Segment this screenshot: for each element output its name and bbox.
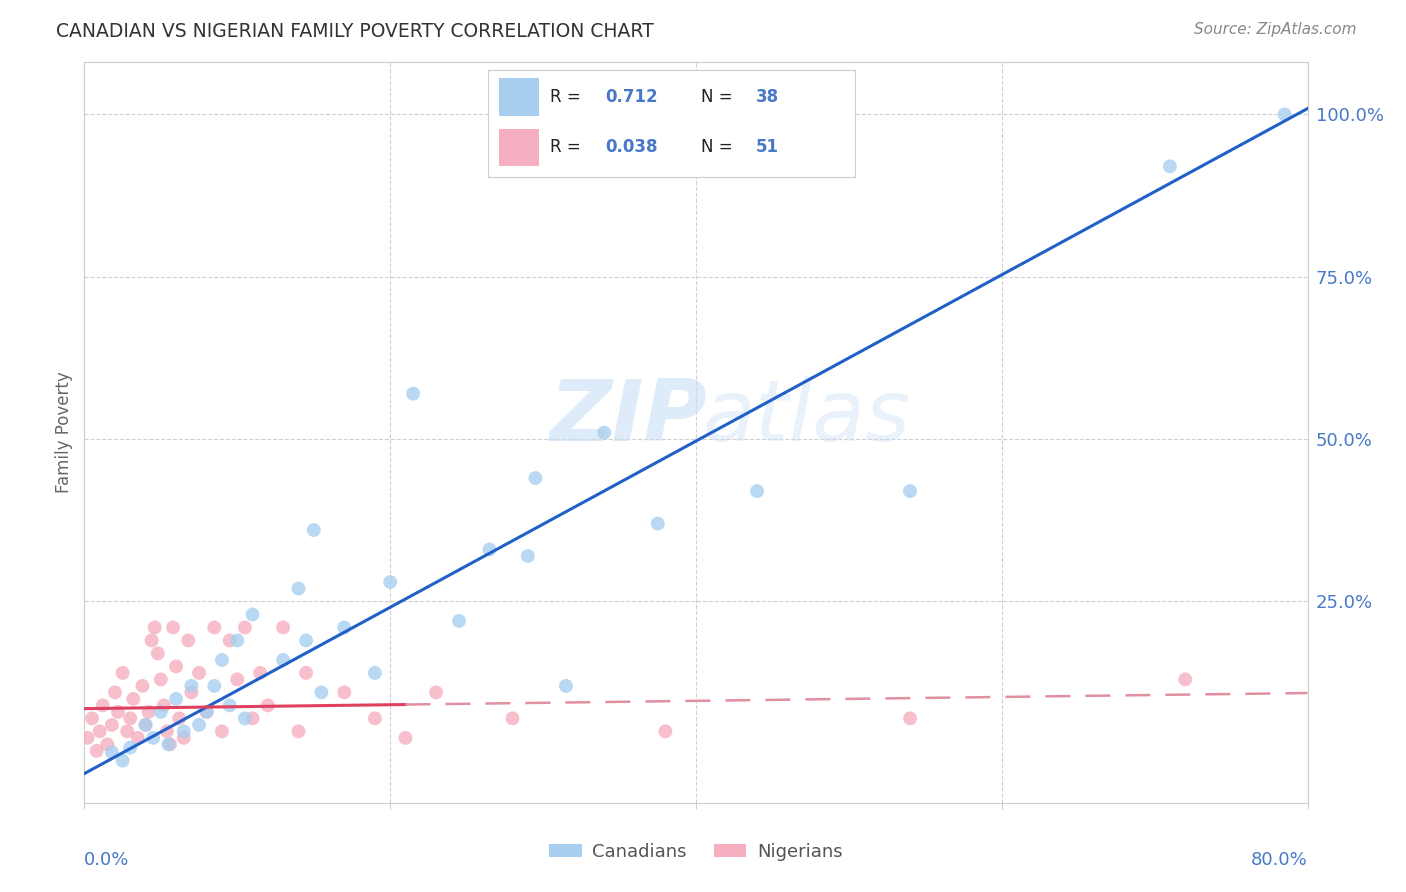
Point [142,731,165,745]
Point [226,633,249,648]
Point [135,718,157,732]
Text: 0.0%: 0.0% [84,851,129,869]
Point [295,665,318,680]
Point [159,737,181,751]
Point [149,705,172,719]
Point [333,620,356,634]
Point [202,620,225,634]
Text: Source: ZipAtlas.com: Source: ZipAtlas.com [1194,22,1357,37]
Point [364,711,387,725]
Point [233,711,256,725]
Point [364,665,387,680]
Point [287,582,309,596]
Text: ZIP: ZIP [550,376,707,459]
Point [165,659,187,673]
Point [302,523,325,537]
Point [89,724,111,739]
Point [233,620,256,634]
Point [162,620,184,634]
Point [394,731,416,745]
Point [516,549,538,563]
Point [211,653,233,667]
Point [120,711,142,725]
Point [131,679,153,693]
Point [173,724,195,739]
Point [127,731,149,745]
Point [153,698,176,713]
Point [180,679,202,693]
Point [195,705,218,719]
Point [593,425,616,440]
Point [257,698,280,713]
Point [104,685,127,699]
Point [167,711,190,725]
Point [555,679,578,693]
Point [647,516,669,531]
Point [380,574,402,589]
Point [478,542,501,557]
Point [447,614,470,628]
Point [165,692,187,706]
Point [195,705,218,719]
Point [122,692,145,706]
Point [271,653,294,667]
Point [138,705,160,719]
Y-axis label: Family Poverty: Family Poverty [55,372,73,493]
Point [135,718,157,732]
Point [242,711,264,725]
Point [287,724,309,739]
Point [295,633,318,648]
Point [271,620,294,634]
Point [218,698,240,713]
Point [143,620,166,634]
Point [333,685,356,699]
Point [111,754,134,768]
Point [107,705,129,719]
Point [173,731,195,745]
Point [86,744,108,758]
Point [311,685,333,699]
Legend: Canadians, Nigerians: Canadians, Nigerians [541,836,851,868]
Point [177,633,200,648]
Point [502,711,524,725]
Point [1174,673,1197,687]
Point [156,724,179,739]
Text: atlas: atlas [702,376,910,459]
Text: 80.0%: 80.0% [1251,851,1308,869]
Point [226,673,249,687]
Point [115,724,138,739]
Point [120,740,142,755]
Point [111,665,134,680]
Point [101,745,124,759]
Point [242,607,264,622]
Point [218,633,240,648]
Point [188,718,211,732]
Text: CANADIAN VS NIGERIAN FAMILY POVERTY CORRELATION CHART: CANADIAN VS NIGERIAN FAMILY POVERTY CORR… [56,22,654,41]
Point [91,698,114,713]
Point [1274,107,1296,121]
Point [157,737,180,751]
Point [524,471,547,485]
Point [101,718,124,732]
Point [141,633,163,648]
Point [80,711,103,725]
Point [149,673,172,687]
Point [211,724,233,739]
Point [146,647,169,661]
Point [249,665,271,680]
Point [425,685,447,699]
Point [180,685,202,699]
Point [76,731,98,745]
Point [202,679,225,693]
Point [654,724,676,739]
Point [188,665,211,680]
Point [1159,159,1181,173]
Point [747,484,769,499]
Point [898,484,921,499]
Point [96,737,118,751]
Point [898,711,921,725]
Point [402,386,425,401]
